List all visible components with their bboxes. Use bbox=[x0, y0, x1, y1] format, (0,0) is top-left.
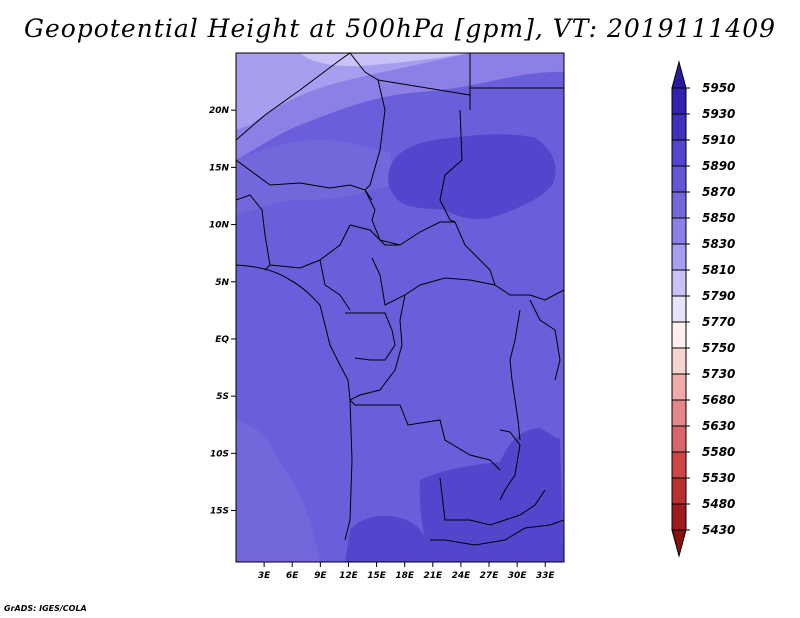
border-line bbox=[349, 294, 406, 401]
colorbar-swatch bbox=[671, 87, 687, 115]
lat-label: 15N bbox=[209, 163, 230, 173]
colorbar: 5950 5930 5910 5890 5870 5850 5830 5810 5790 5770… bbox=[671, 60, 735, 558]
colorbar-label: 5430 bbox=[702, 523, 735, 537]
lon-label: 33E bbox=[536, 571, 556, 581]
lon-label: 15E bbox=[367, 571, 387, 581]
colorbar-swatch bbox=[671, 399, 687, 427]
field-band-5810-north bbox=[236, 53, 470, 130]
colorbar-top-arrow bbox=[671, 60, 687, 89]
border-line bbox=[349, 53, 386, 191]
colorbar-label: 5890 bbox=[702, 159, 735, 173]
colorbar-swatch bbox=[671, 503, 687, 531]
colorbar-swatch bbox=[671, 113, 687, 141]
colorbar-swatch bbox=[671, 295, 687, 323]
border-line bbox=[364, 189, 496, 286]
colorbar-swatch bbox=[671, 321, 687, 349]
colorbar-label: 5630 bbox=[702, 419, 735, 433]
colorbar-label: 5480 bbox=[702, 497, 735, 511]
latitude-axis: 20N 15N 10N 5N EQ 5S 10S 15S bbox=[209, 106, 236, 517]
border-line bbox=[236, 53, 351, 141]
field-band-5790-north bbox=[300, 53, 470, 67]
lon-label: 9E bbox=[314, 571, 327, 581]
lon-label: 12E bbox=[339, 571, 359, 581]
colorbar-label: 5870 bbox=[702, 185, 735, 199]
colorbar-label: 5910 bbox=[702, 133, 735, 147]
colorbar-swatch bbox=[671, 477, 687, 505]
borders bbox=[236, 53, 564, 546]
colorbar-label: 5850 bbox=[702, 211, 735, 225]
field-band-5890-north-east bbox=[388, 134, 556, 220]
colorbar-swatch bbox=[671, 191, 687, 219]
longitude-axis: 3E 6E 9E 12E 15E 18E 21E 24E 27E 30E 33E bbox=[258, 562, 556, 581]
lon-label: 21E bbox=[423, 571, 443, 581]
lat-label: 10N bbox=[209, 221, 230, 231]
colorbar-swatch bbox=[671, 243, 687, 271]
colorbar-label: 5790 bbox=[702, 289, 735, 303]
field-band-5890-east bbox=[500, 428, 560, 503]
colorbar-swatch bbox=[671, 373, 687, 401]
border-line bbox=[439, 477, 546, 526]
lon-label: 6E bbox=[286, 571, 299, 581]
height-field bbox=[236, 53, 564, 562]
colorbar-label: 5580 bbox=[702, 445, 735, 459]
lon-label: 27E bbox=[480, 571, 500, 581]
lat-label: 20N bbox=[209, 106, 230, 116]
border-line bbox=[529, 299, 561, 381]
border-line bbox=[269, 224, 400, 269]
border-line bbox=[430, 519, 564, 546]
colorbar-swatch bbox=[671, 139, 687, 167]
colorbar-label: 5680 bbox=[702, 393, 735, 407]
colorbar-swatch bbox=[671, 347, 687, 375]
lon-label: 30E bbox=[508, 571, 528, 581]
colorbar-label: 5750 bbox=[702, 341, 735, 355]
colorbar-label: 5530 bbox=[702, 471, 735, 485]
border-line bbox=[499, 429, 521, 501]
colorbar-swatch bbox=[671, 165, 687, 193]
field-band-5850-southwest bbox=[236, 420, 320, 562]
colorbar-swatch bbox=[671, 269, 687, 297]
coastline-west bbox=[236, 264, 351, 401]
field-band-5890-south bbox=[345, 515, 432, 562]
border-line bbox=[439, 109, 463, 223]
map-title: Geopotential Height at 500hPa [gpm], VT:… bbox=[23, 14, 777, 43]
border-line bbox=[345, 312, 396, 361]
border-line bbox=[349, 399, 501, 471]
lat-label: 5S bbox=[216, 392, 229, 402]
border-line bbox=[344, 399, 353, 541]
lat-label: 5N bbox=[215, 278, 229, 288]
border-line bbox=[236, 194, 271, 271]
colorbar-label: 5950 bbox=[702, 81, 735, 95]
field-band-5850-mid bbox=[236, 140, 395, 215]
colorbar-bottom-arrow bbox=[671, 529, 687, 558]
colorbar-swatch bbox=[671, 217, 687, 245]
grads-credit: GrADS: IGES/COLA bbox=[4, 604, 87, 613]
colorbar-swatch bbox=[671, 425, 687, 453]
lon-label: 24E bbox=[452, 571, 472, 581]
colorbar-label: 5730 bbox=[702, 367, 735, 381]
colorbar-label: 5810 bbox=[702, 263, 735, 277]
colorbar-label: 5830 bbox=[702, 237, 735, 251]
lon-label: 18E bbox=[395, 571, 415, 581]
colorbar-label: 5930 bbox=[702, 107, 735, 121]
lat-label: EQ bbox=[215, 335, 229, 345]
colorbar-label: 5770 bbox=[702, 315, 735, 329]
border-line bbox=[319, 259, 351, 311]
map-frame bbox=[235, 52, 565, 563]
colorbar-swatch bbox=[671, 451, 687, 479]
lat-label: 10S bbox=[210, 449, 229, 459]
border-line bbox=[509, 309, 521, 441]
border-line bbox=[371, 257, 564, 306]
lat-label: 15S bbox=[210, 507, 229, 517]
lon-label: 3E bbox=[258, 571, 271, 581]
